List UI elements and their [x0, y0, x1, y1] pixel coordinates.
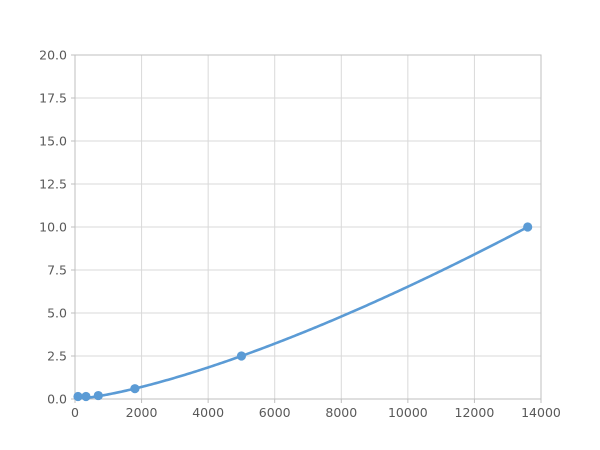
data-point-marker	[73, 391, 83, 402]
y-tick-label: 15.0	[39, 134, 67, 149]
x-tick-label: 6000	[259, 405, 291, 420]
y-tick-label: 10.0	[39, 220, 67, 235]
x-tick-label: 10000	[388, 405, 428, 420]
data-point-marker	[93, 390, 103, 401]
y-tick-label: 12.5	[39, 177, 67, 192]
grid	[74, 54, 542, 400]
y-tick-label: 2.5	[47, 349, 67, 364]
y-tick-label: 7.5	[47, 263, 67, 278]
data-point-marker	[523, 222, 533, 232]
y-tick-label: 5.0	[47, 306, 67, 321]
x-tick-label: 8000	[325, 405, 357, 420]
series-line	[76, 225, 529, 399]
data-point-marker	[81, 391, 91, 402]
y-tick-label: 17.5	[39, 91, 67, 106]
x-tick-label: 2000	[126, 405, 158, 420]
data-point-marker	[130, 384, 140, 394]
y-tick-label: 0.0	[47, 392, 67, 407]
y-tick-label: 20.0	[39, 48, 67, 63]
series-standard-curve	[73, 222, 533, 402]
x-tick-label: 14000	[521, 405, 561, 420]
x-tick-label: 12000	[455, 405, 495, 420]
x-tick-label: 4000	[192, 405, 224, 420]
x-tick-label: 0	[71, 405, 79, 420]
axes: 0 2000 4000 6000 8000 10000 12000 14000 0.0 2.5 5.…	[39, 48, 561, 421]
data-point-marker	[236, 351, 247, 361]
